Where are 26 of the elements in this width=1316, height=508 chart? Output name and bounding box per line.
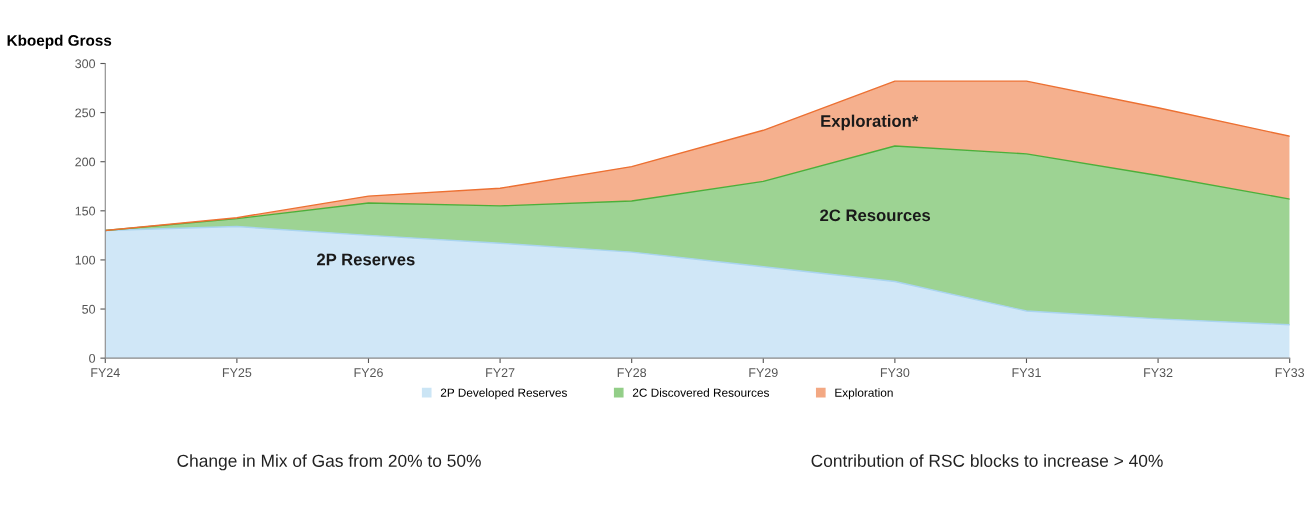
x-tick-label: FY31 <box>1012 368 1041 378</box>
x-tick-label: FY24 <box>91 368 120 377</box>
y-tick-label: 100 <box>75 255 96 265</box>
y-tick-label: 300 <box>75 59 96 69</box>
x-tick-label: FY33 <box>1275 368 1305 378</box>
x-tick-label: FY32 <box>1144 368 1173 378</box>
annotation: Exploration* <box>821 114 919 131</box>
y-tick-label: 250 <box>75 108 96 118</box>
x-tick-label: FY27 <box>486 368 515 377</box>
legend-label: Exploration <box>835 388 893 400</box>
annotation: 2C Resources <box>820 209 931 222</box>
y-tick-label: 50 <box>82 304 96 314</box>
x-tick-label: FY25 <box>222 368 252 378</box>
text: Change in Mix of Gas from 20% to 50% <box>177 454 481 471</box>
legend-label: 2P Developed Reserves <box>440 388 567 400</box>
x-tick-label: FY28 <box>617 368 647 378</box>
y-tick-label: 0 <box>89 353 96 363</box>
text: Contribution of RSC blocks to increase > 40% <box>811 454 1163 467</box>
chart-title: Kboepd Gross <box>7 34 112 49</box>
y-tick-label: 200 <box>75 157 96 167</box>
y-tick-label: 150 <box>75 206 96 216</box>
x-tick-label: FY30 <box>880 368 910 378</box>
legend-label: 2C Discovered Resources <box>632 388 770 397</box>
x-tick-label: FY26 <box>354 368 383 378</box>
annotation: 2P Reserves <box>317 253 415 266</box>
x-tick-label: FY29 <box>749 368 778 378</box>
